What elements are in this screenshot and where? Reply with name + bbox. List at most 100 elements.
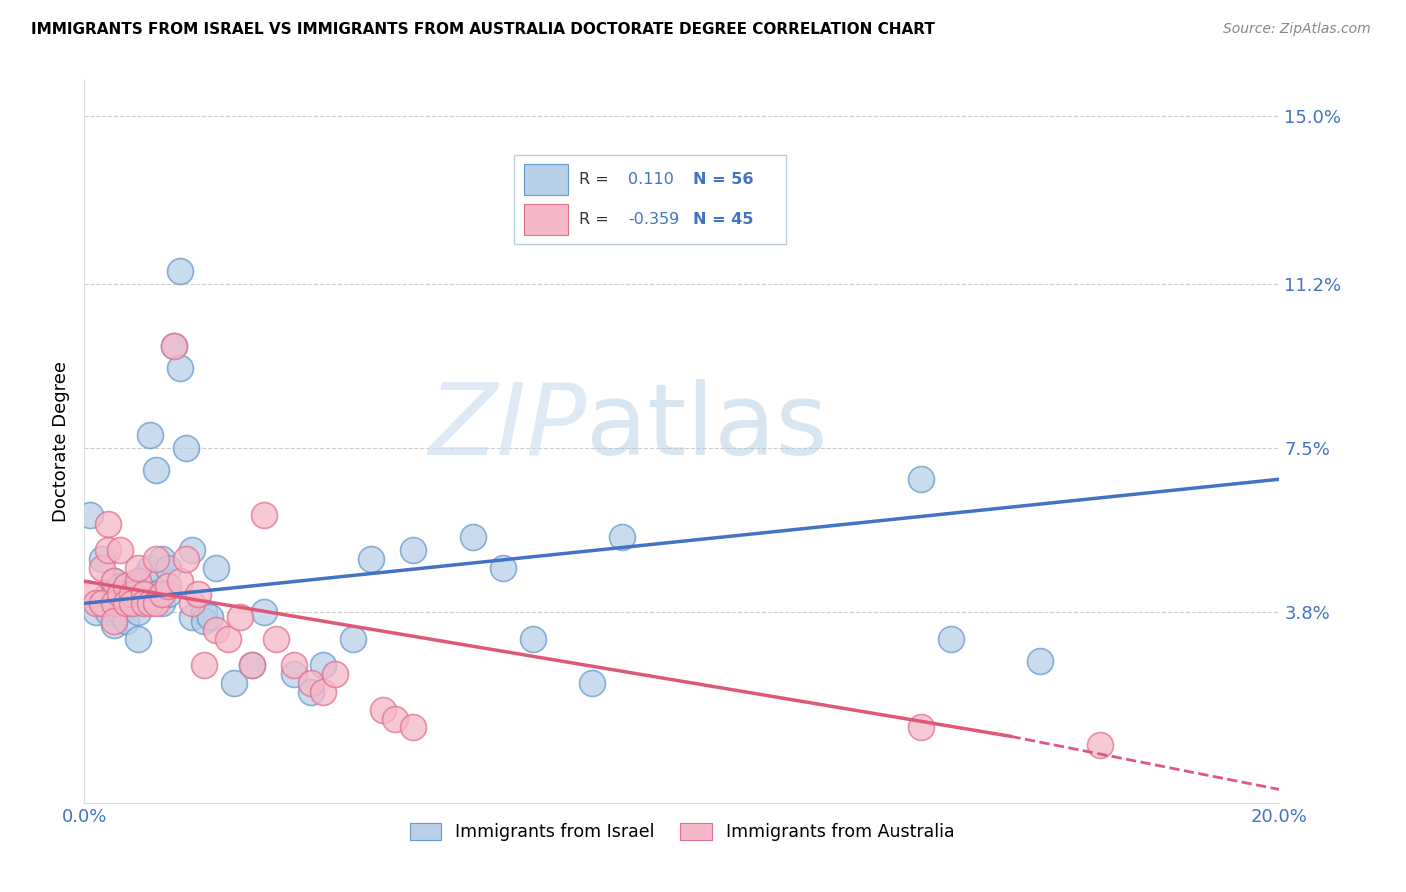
Point: [139, 561, 162, 575]
Point: [103, 618, 125, 632]
Point: [228, 609, 252, 624]
Text: -0.359: -0.359: [628, 212, 679, 227]
Point: [157, 587, 180, 601]
Point: [91, 596, 114, 610]
Point: [181, 543, 204, 558]
Point: [612, 530, 634, 544]
Point: [1029, 654, 1052, 668]
Point: [181, 596, 204, 610]
Text: 0.110: 0.110: [628, 172, 673, 186]
Point: [115, 614, 138, 628]
Text: R =: R =: [579, 172, 609, 186]
Point: [373, 703, 395, 717]
Point: [86, 596, 108, 610]
Point: [91, 596, 114, 610]
Point: [127, 574, 149, 589]
Point: [187, 587, 209, 601]
Point: [325, 667, 347, 681]
Point: [283, 658, 305, 673]
Point: [103, 614, 125, 628]
Point: [79, 508, 101, 522]
Point: [127, 596, 149, 610]
Point: [283, 667, 305, 681]
Point: [198, 609, 221, 624]
Point: [181, 609, 204, 624]
Point: [97, 516, 120, 531]
Point: [360, 552, 382, 566]
Point: [240, 658, 263, 673]
Point: [301, 676, 323, 690]
Point: [121, 596, 143, 610]
Point: [193, 614, 215, 628]
Point: [461, 530, 484, 544]
Point: [910, 472, 932, 486]
Point: [110, 579, 132, 593]
Point: [97, 543, 120, 558]
Point: [132, 570, 156, 584]
Point: [115, 596, 138, 610]
FancyBboxPatch shape: [513, 155, 786, 244]
Point: [157, 579, 180, 593]
Point: [193, 605, 215, 619]
Point: [150, 596, 173, 610]
Point: [110, 587, 132, 601]
Y-axis label: Doctorate Degree: Doctorate Degree: [52, 361, 70, 522]
Point: [79, 587, 101, 601]
Point: [103, 596, 125, 610]
Point: [139, 596, 162, 610]
Bar: [524, 164, 568, 195]
Point: [127, 561, 149, 575]
Point: [163, 339, 186, 353]
Point: [342, 632, 364, 646]
Point: [581, 676, 603, 690]
Point: [115, 587, 138, 601]
Point: [301, 685, 323, 699]
Text: R =: R =: [579, 212, 609, 227]
Point: [253, 605, 276, 619]
Point: [205, 561, 228, 575]
Point: [169, 264, 191, 278]
Point: [217, 632, 239, 646]
Point: [121, 587, 143, 601]
Point: [150, 587, 173, 601]
Point: [132, 596, 156, 610]
Point: [312, 658, 335, 673]
Point: [145, 596, 167, 610]
Point: [110, 596, 132, 610]
Point: [222, 676, 245, 690]
Text: IMMIGRANTS FROM ISRAEL VS IMMIGRANTS FROM AUSTRALIA DOCTORATE DEGREE CORRELATION: IMMIGRANTS FROM ISRAEL VS IMMIGRANTS FRO…: [31, 22, 935, 37]
Point: [110, 605, 132, 619]
Text: atlas: atlas: [586, 378, 828, 475]
Point: [174, 441, 197, 455]
Point: [127, 605, 149, 619]
Point: [1090, 738, 1112, 752]
Point: [402, 721, 425, 735]
Point: [91, 561, 114, 575]
Point: [253, 508, 276, 522]
Point: [910, 721, 932, 735]
Point: [312, 685, 335, 699]
Text: N = 56: N = 56: [693, 172, 754, 186]
Point: [163, 339, 186, 353]
Point: [240, 658, 263, 673]
Point: [384, 712, 406, 726]
Point: [402, 543, 425, 558]
Point: [492, 561, 515, 575]
Point: [169, 361, 191, 376]
Point: [150, 552, 173, 566]
Point: [103, 574, 125, 589]
Point: [145, 552, 167, 566]
Point: [103, 605, 125, 619]
Point: [205, 623, 228, 637]
Bar: [524, 204, 568, 235]
Text: N = 45: N = 45: [693, 212, 754, 227]
Point: [157, 561, 180, 575]
Text: Source: ZipAtlas.com: Source: ZipAtlas.com: [1223, 22, 1371, 37]
Point: [132, 587, 156, 601]
Point: [939, 632, 962, 646]
Legend: Immigrants from Israel, Immigrants from Australia: Immigrants from Israel, Immigrants from …: [402, 815, 962, 848]
Point: [115, 579, 138, 593]
Text: ZIP: ZIP: [427, 378, 586, 475]
Point: [110, 543, 132, 558]
Point: [132, 587, 156, 601]
